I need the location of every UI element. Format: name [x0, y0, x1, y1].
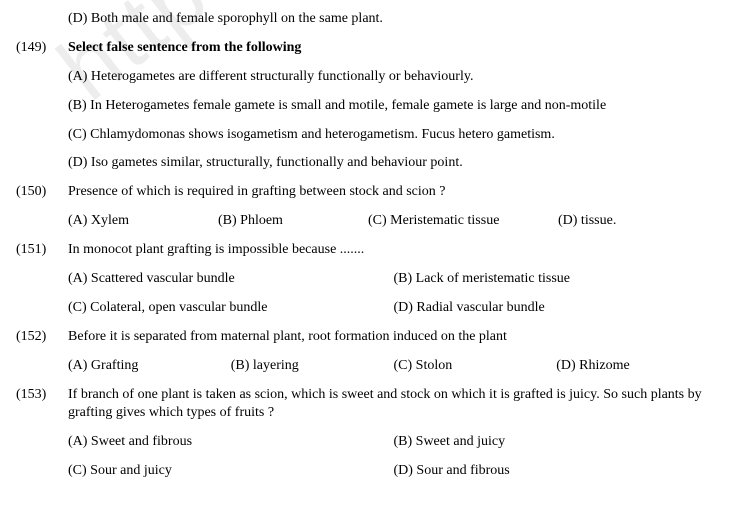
q149-option-c-row: (C) Chlamydomonas shows isogametism and … [10, 126, 719, 145]
q152-option-a: (A) Grafting [68, 357, 231, 376]
q148-option-d-row: (D) Both male and female sporophyll on t… [10, 10, 719, 29]
q153-option-c: (C) Sour and juicy [68, 462, 394, 481]
q153-option-a: (A) Sweet and fibrous [68, 433, 394, 452]
q150-option-c: (C) Meristematic tissue [368, 212, 558, 231]
q152-stem: Before it is separated from maternal pla… [68, 328, 719, 347]
q150-option-a: (A) Xylem [68, 212, 218, 231]
q152-option-d: (D) Rhizome [556, 357, 719, 376]
q152-stem-row: (152) Before it is separated from matern… [10, 328, 719, 347]
q153-stem: If branch of one plant is taken as scion… [68, 386, 719, 424]
q151-option-a: (A) Scattered vascular bundle [68, 270, 394, 289]
q150-stem: Presence of which is required in graftin… [68, 183, 719, 202]
q152-options-row: (A) Grafting (B) layering (C) Stolon (D)… [10, 357, 719, 376]
q150-options-row: (A) Xylem (B) Phloem (C) Meristematic ti… [10, 212, 719, 231]
q153-number: (153) [10, 386, 68, 424]
q153-options-row2: (C) Sour and juicy (D) Sour and fibrous [10, 462, 719, 481]
q153-option-d: (D) Sour and fibrous [394, 462, 720, 481]
q151-option-b: (B) Lack of meristematic tissue [394, 270, 720, 289]
q152-number: (152) [10, 328, 68, 347]
q152-option-c: (C) Stolon [394, 357, 557, 376]
q150-number: (150) [10, 183, 68, 202]
q149-number: (149) [10, 39, 68, 58]
q151-stem: In monocot plant grafting is impossible … [68, 241, 719, 260]
q151-option-d: (D) Radial vascular bundle [394, 299, 720, 318]
q149-option-d: (D) Iso gametes similar, structurally, f… [68, 154, 719, 173]
q148-option-d: (D) Both male and female sporophyll on t… [68, 10, 719, 29]
q151-option-c: (C) Colateral, open vascular bundle [68, 299, 394, 318]
q153-stem-row: (153) If branch of one plant is taken as… [10, 386, 719, 424]
q149-option-b-row: (B) In Heterogametes female gamete is sm… [10, 97, 719, 116]
q149-option-c: (C) Chlamydomonas shows isogametism and … [68, 126, 719, 145]
q149-option-d-row: (D) Iso gametes similar, structurally, f… [10, 154, 719, 173]
q149-stem: Select false sentence from the following [68, 39, 719, 58]
q151-options-row2: (C) Colateral, open vascular bundle (D) … [10, 299, 719, 318]
q149-option-a: (A) Heterogametes are different structur… [68, 68, 719, 87]
q149-option-a-row: (A) Heterogametes are different structur… [10, 68, 719, 87]
q151-number: (151) [10, 241, 68, 260]
q150-option-d: (D) tissue. [558, 212, 719, 231]
q151-options-row1: (A) Scattered vascular bundle (B) Lack o… [10, 270, 719, 289]
q151-stem-row: (151) In monocot plant grafting is impos… [10, 241, 719, 260]
q150-stem-row: (150) Presence of which is required in g… [10, 183, 719, 202]
q150-option-b: (B) Phloem [218, 212, 368, 231]
q149-stem-row: (149) Select false sentence from the fol… [10, 39, 719, 58]
q153-options-row1: (A) Sweet and fibrous (B) Sweet and juic… [10, 433, 719, 452]
q152-option-b: (B) layering [231, 357, 394, 376]
q153-option-b: (B) Sweet and juicy [394, 433, 720, 452]
q149-option-b: (B) In Heterogametes female gamete is sm… [68, 97, 719, 116]
